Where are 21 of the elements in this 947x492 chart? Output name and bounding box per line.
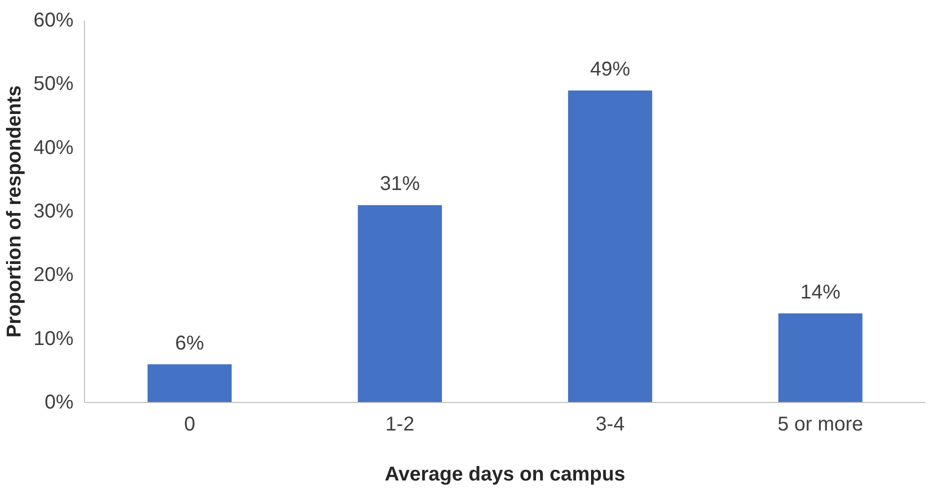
- y-tick-label: 40%: [33, 136, 74, 159]
- y-tick-label: 20%: [33, 264, 74, 286]
- data-label: 6%: [175, 332, 204, 354]
- y-tick-label: 60%: [33, 10, 74, 32]
- x-tick-label: 5 or more: [778, 414, 864, 436]
- y-tick-label: 10%: [33, 328, 74, 350]
- bar: [148, 364, 232, 402]
- data-label: 49%: [590, 58, 630, 81]
- x-tick-label: 3-4: [596, 414, 625, 436]
- data-label: 31%: [380, 173, 420, 196]
- y-tick-label: 50%: [33, 73, 74, 96]
- y-tick-label: 0%: [44, 392, 74, 414]
- y-tick-label: 30%: [33, 200, 74, 222]
- bar: [358, 205, 442, 402]
- x-tick-label: 0: [184, 414, 196, 436]
- bar: [778, 313, 862, 402]
- x-axis-title: Average days on campus: [384, 464, 626, 486]
- y-axis-title: Proportion of respondents: [3, 85, 26, 338]
- x-tick-label: 1-2: [385, 414, 414, 436]
- data-label: 14%: [800, 281, 841, 304]
- bar: [568, 90, 652, 402]
